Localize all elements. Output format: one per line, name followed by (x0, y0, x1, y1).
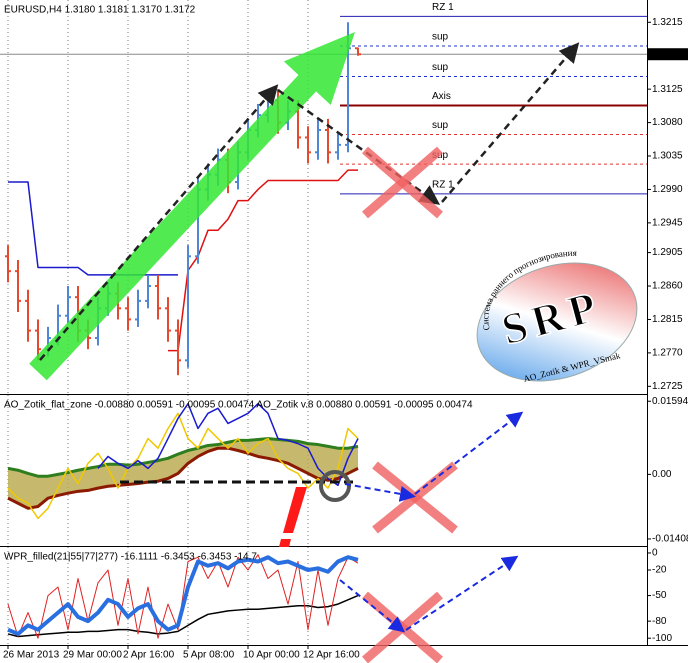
trend-arrow (29, 32, 355, 381)
y-tick-label: 1.2990 (652, 184, 683, 195)
y-tick-label: -80 (652, 616, 667, 627)
line (168, 169, 358, 352)
y-tick-label: -0.01408 (652, 534, 688, 545)
y-tick-label: 1.3125 (652, 84, 683, 95)
y-tick-label: 1.2905 (652, 247, 683, 258)
level-label: RZ 1 (432, 180, 454, 191)
y-tick-label: 1.2860 (652, 281, 683, 292)
line (7, 555, 359, 636)
level-label: sup (432, 120, 449, 131)
frames (0, 0, 688, 646)
level-label: sup (432, 62, 449, 73)
y-tick-label: 1.3035 (652, 151, 683, 162)
y-tick-label: -50 (652, 590, 667, 601)
line (7, 446, 359, 510)
pane-title: EURUSD,H4 1.3180 1.3181 1.3170 1.3172 (4, 5, 196, 16)
y-tick-label: 1.2770 (652, 348, 683, 359)
x-tick-label: 2 Apr 16:00 (123, 650, 175, 661)
y-tick-label: -100 (652, 633, 672, 644)
exclamation (283, 487, 307, 533)
level-label: sup (432, 32, 449, 43)
signal-circle (319, 470, 351, 502)
annotations (29, 32, 580, 663)
y-tick-label: -20 (652, 565, 667, 576)
y-tick-label: 0.01594 (652, 396, 688, 407)
y-tick-label: 1.2945 (652, 218, 683, 229)
y-tick-label: 1.2815 (652, 314, 683, 325)
line (97, 402, 359, 487)
y-tick-label: 1.3080 (652, 117, 683, 128)
y-tick-label: 0.00 (652, 469, 672, 480)
logo: Система раннего прогнозирования SRP AO_Z… (476, 248, 638, 384)
price-tag (648, 48, 688, 61)
x-tick-label: 5 Apr 08:00 (183, 650, 235, 661)
line (8, 181, 178, 276)
x-tick-label: 29 Mar 00:00 (63, 650, 122, 661)
exclamation-dot (279, 539, 291, 547)
line (7, 594, 359, 638)
level-label: RZ 1 (432, 2, 454, 13)
y-tick-label: 1.3215 (652, 17, 683, 28)
level-label: Axis (432, 91, 451, 102)
y-tick-label: 1.2725 (652, 381, 683, 392)
pane-title: WPR_filled(21|55|77|277) -16.1111 -6.345… (4, 552, 257, 563)
x-tick-label: 10 Apr 00:00 (243, 650, 300, 661)
y-tick-label: 0 (652, 548, 658, 559)
ao-forecast (339, 411, 524, 633)
pane-title: AO_Zotik_flat_zone -0.00880 0.00591 -0.0… (4, 400, 473, 411)
line (7, 554, 359, 639)
x-tick-label: 12 Apr 16:00 (303, 650, 360, 661)
flat-zone (8, 438, 358, 509)
x-tick-label: 26 Mar 2013 (3, 650, 60, 661)
line (7, 412, 359, 520)
price-tag-label: 1.3172 (651, 49, 682, 60)
